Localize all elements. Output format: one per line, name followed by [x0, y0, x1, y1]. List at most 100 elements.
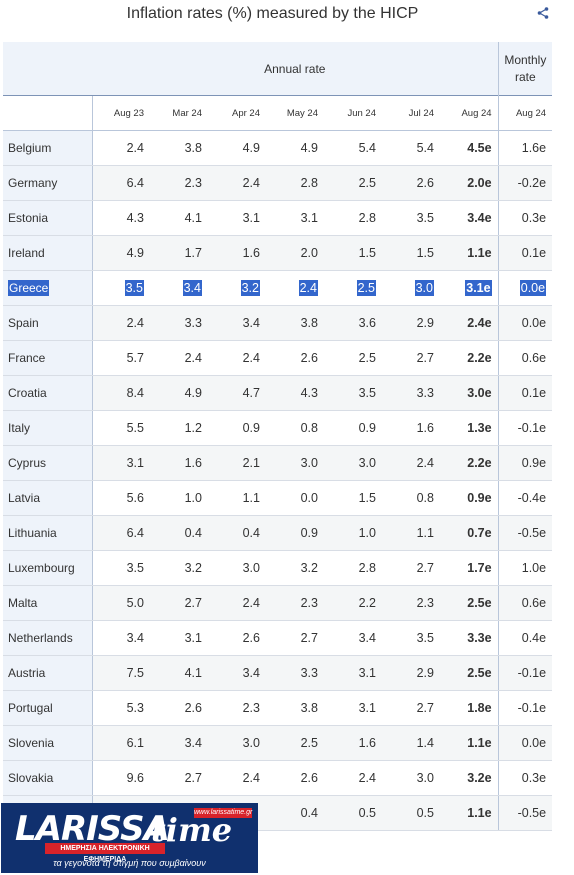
country-cell: Croatia	[3, 375, 92, 411]
value-cell: 2.6	[150, 690, 208, 726]
table-row[interactable]: Portugal 5.3 2.6 2.3 3.8 3.1 2.7 1.8e -0.1e	[3, 690, 553, 726]
table-row[interactable]: Slovakia 9.6 2.7 2.4 2.6 2.4 3.0 3.2e 0.3e	[3, 760, 553, 796]
value-text: 2.5	[358, 176, 376, 190]
value-text: -0.5e	[517, 806, 547, 820]
value-cell: 3.1e	[440, 270, 499, 306]
value-text: 0.9	[300, 526, 318, 540]
table-row[interactable]: Ireland 4.9 1.7 1.6 2.0 1.5 1.5 1.1e 0.1e	[3, 235, 553, 271]
value-cell: 0.4	[150, 515, 208, 551]
value-text: 2.4	[298, 280, 318, 296]
value-cell: 3.8	[150, 130, 208, 166]
value-cell: 4.9	[208, 130, 266, 166]
country-name: Ireland	[8, 246, 45, 260]
value-cell: 1.0e	[497, 550, 553, 586]
table-row[interactable]: Latvia 5.6 1.0 1.1 0.0 1.5 0.8 0.9e -0.4e	[3, 480, 553, 516]
value-cell: 3.8	[266, 690, 324, 726]
table-row[interactable]: Netherlands 3.4 3.1 2.6 2.7 3.4 3.5 3.3e 0.4e	[3, 620, 553, 656]
table-row[interactable]: Belgium 2.4 3.8 4.9 4.9 5.4 5.4 4.5e 1.6e	[3, 130, 553, 166]
value-cell: 1.6	[208, 235, 266, 271]
value-cell: 2.6	[382, 165, 440, 201]
value-text: 3.8	[300, 316, 318, 330]
value-text: 2.8	[300, 176, 318, 190]
value-cell: 4.9	[266, 130, 324, 166]
value-cell: 3.2	[266, 550, 324, 586]
value-text: 4.9	[242, 141, 260, 155]
table-row[interactable]: Germany 6.4 2.3 2.4 2.8 2.5 2.6 2.0e -0.2e	[3, 165, 553, 201]
header-corner	[3, 42, 92, 96]
value-text: 3.5	[124, 280, 144, 296]
value-text: 2.9	[416, 316, 434, 330]
value-text: 2.7	[416, 351, 434, 365]
value-cell: 3.5	[382, 200, 440, 236]
table-row[interactable]: Estonia 4.3 4.1 3.1 3.1 2.8 3.5 3.4e 0.3e	[3, 200, 553, 236]
value-cell: 0.0	[266, 480, 324, 516]
table-row[interactable]: Croatia 8.4 4.9 4.7 4.3 3.5 3.3 3.0e 0.1e	[3, 375, 553, 411]
value-text: 2.5	[300, 736, 318, 750]
value-text: -0.1e	[517, 701, 547, 715]
value-text: 3.4	[182, 280, 202, 296]
value-cell: 2.6	[208, 620, 266, 656]
value-text: 5.7	[126, 351, 144, 365]
value-text: 2.7	[416, 561, 434, 575]
value-text: -0.1e	[517, 421, 547, 435]
value-cell: 0.9	[266, 515, 324, 551]
column-header: Aug 24	[440, 95, 499, 131]
value-cell: 2.4	[208, 165, 266, 201]
value-cell: 4.7	[208, 375, 266, 411]
table-row[interactable]: Luxembourg 3.5 3.2 3.0 3.2 2.8 2.7 1.7e 1.0e	[3, 550, 553, 586]
value-text: 3.0	[242, 736, 260, 750]
value-text: 3.0e	[467, 386, 492, 400]
country-name: Portugal	[8, 701, 53, 715]
value-text: 3.3	[184, 316, 202, 330]
value-cell: 3.1	[91, 445, 150, 481]
value-text: 3.1	[242, 211, 260, 225]
country-name: Italy	[8, 421, 31, 435]
value-text: 3.5	[358, 386, 376, 400]
value-cell: 3.2	[150, 550, 208, 586]
value-cell: -0.5e	[497, 795, 553, 831]
value-cell: 4.9	[150, 375, 208, 411]
value-text: 3.3e	[467, 631, 492, 645]
table-row[interactable]: Italy 5.5 1.2 0.9 0.8 0.9 1.6 1.3e -0.1e	[3, 410, 553, 446]
value-text: 0.6e	[521, 351, 547, 365]
value-text: 0.4	[242, 526, 260, 540]
value-text: 3.3	[300, 666, 318, 680]
table-row[interactable]: Spain 2.4 3.3 3.4 3.8 3.6 2.9 2.4e 0.0e	[3, 305, 553, 341]
table-row[interactable]: Greece 3.5 3.4 3.2 2.4 2.5 3.0 3.1e 0.0e	[3, 270, 553, 306]
value-text: 2.7	[184, 771, 202, 785]
value-text: 2.4	[358, 771, 376, 785]
value-cell: 0.8	[266, 410, 324, 446]
value-text: 1.8e	[467, 701, 492, 715]
value-text: 5.6	[126, 491, 144, 505]
table-row[interactable]: Lithuania 6.4 0.4 0.4 0.9 1.0 1.1 0.7e -0.5e	[3, 515, 553, 551]
value-text: 0.9	[358, 421, 376, 435]
value-cell: 3.4	[150, 725, 208, 761]
table-row[interactable]: Malta 5.0 2.7 2.4 2.3 2.2 2.3 2.5e 0.6e	[3, 585, 553, 621]
value-text: 0.7e	[467, 526, 492, 540]
country-column-header	[3, 95, 92, 131]
value-cell: 0.3e	[497, 760, 553, 796]
table-row[interactable]: Cyprus 3.1 1.6 2.1 3.0 3.0 2.4 2.2e 0.9e	[3, 445, 553, 481]
table-row[interactable]: France 5.7 2.4 2.4 2.6 2.5 2.7 2.2e 0.6e	[3, 340, 553, 376]
value-cell: 1.5	[324, 235, 382, 271]
inflation-table: Annual rate Monthly rate Aug 23 Mar 24 A…	[3, 42, 553, 831]
value-cell: 3.0	[324, 445, 382, 481]
value-text: 4.3	[300, 386, 318, 400]
country-name: Croatia	[8, 386, 47, 400]
value-text: 3.4	[242, 316, 260, 330]
value-cell: 0.6e	[497, 340, 553, 376]
country-cell: Luxembourg	[3, 550, 92, 586]
table-row[interactable]: Austria 7.5 4.1 3.4 3.3 3.1 2.9 2.5e -0.1e	[3, 655, 553, 691]
value-text: 3.0	[414, 280, 434, 296]
value-text: 2.5	[358, 351, 376, 365]
value-text: 3.5	[416, 211, 434, 225]
country-cell: Spain	[3, 305, 92, 341]
value-text: 2.5e	[467, 666, 492, 680]
value-cell: 3.0	[208, 550, 266, 586]
table-row[interactable]: Slovenia 6.1 3.4 3.0 2.5 1.6 1.4 1.1e 0.0e	[3, 725, 553, 761]
share-icon[interactable]	[536, 6, 550, 20]
value-text: 4.3	[126, 211, 144, 225]
value-cell: 6.4	[91, 515, 150, 551]
value-text: 3.0	[242, 561, 260, 575]
value-text: 2.2e	[467, 351, 492, 365]
